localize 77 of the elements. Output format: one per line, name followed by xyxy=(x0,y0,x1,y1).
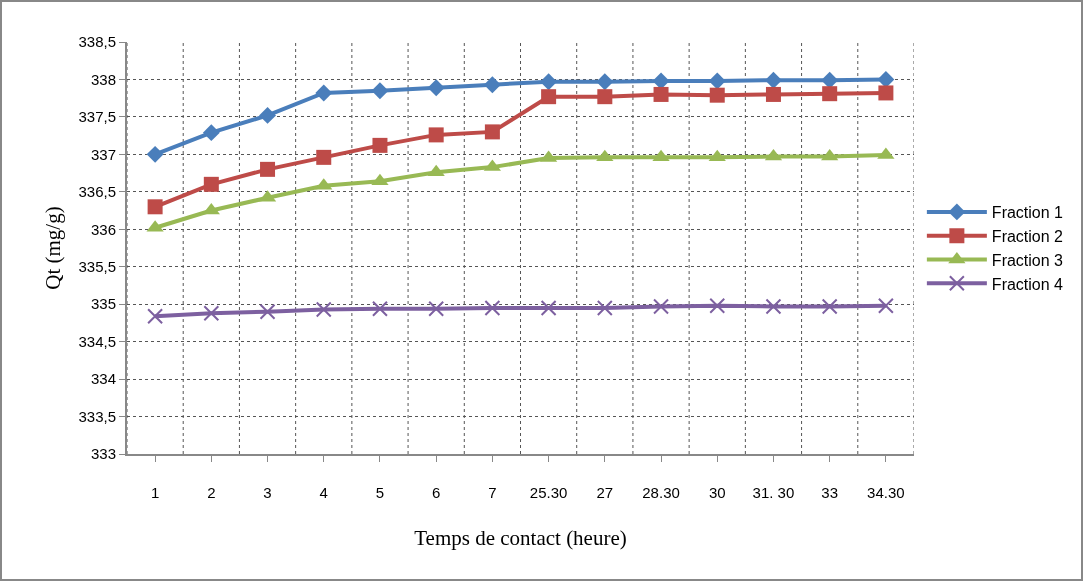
point xyxy=(596,149,614,162)
point xyxy=(540,299,557,316)
x-tick-label: 7 xyxy=(488,484,497,501)
point xyxy=(372,137,388,153)
point xyxy=(371,82,389,100)
point xyxy=(259,303,276,320)
y-tick-label: 336,5 xyxy=(78,183,116,201)
point xyxy=(427,164,445,177)
point xyxy=(596,299,613,316)
point xyxy=(484,299,501,316)
point xyxy=(147,199,163,215)
point xyxy=(596,73,614,91)
x-tick-label: 4 xyxy=(319,484,328,501)
point xyxy=(652,149,670,162)
point xyxy=(821,71,839,89)
x-tick-label: 5 xyxy=(375,484,385,501)
y-tick-label: 334,5 xyxy=(78,332,116,350)
point xyxy=(483,76,501,94)
x-tick-label: 2 xyxy=(207,484,216,501)
point xyxy=(765,86,781,102)
x-tick-label: 3 xyxy=(263,484,272,501)
x-tick-label: 25.30 xyxy=(529,484,568,501)
legend-label: Fraction 1 xyxy=(991,204,1064,222)
point xyxy=(822,86,838,102)
point xyxy=(878,85,894,101)
point xyxy=(315,301,332,318)
point xyxy=(427,79,445,97)
y-tick-label: 338 xyxy=(90,70,116,88)
point xyxy=(708,149,726,162)
point xyxy=(147,308,164,325)
point xyxy=(541,89,557,105)
legend-label: Fraction 2 xyxy=(991,227,1064,245)
point xyxy=(709,297,726,314)
point xyxy=(203,305,220,322)
y-tick-label: 335,5 xyxy=(78,257,116,275)
y-tick-label: 333 xyxy=(90,445,116,463)
legend-label: Fraction 4 xyxy=(991,275,1064,293)
point xyxy=(653,86,669,102)
point xyxy=(203,176,219,192)
point xyxy=(877,71,895,88)
point xyxy=(146,145,164,163)
point xyxy=(315,84,333,102)
y-tick-label: 336 xyxy=(90,220,116,238)
point xyxy=(877,297,894,314)
point xyxy=(709,87,725,103)
legend-label: Fraction 3 xyxy=(991,251,1064,269)
point xyxy=(260,161,276,177)
x-tick-label: 6 xyxy=(432,484,441,501)
y-tick-label: 334 xyxy=(90,370,116,388)
point xyxy=(428,127,444,143)
y-axis-title: Qt (mg/g) xyxy=(41,206,66,290)
point xyxy=(653,298,670,315)
point xyxy=(484,124,500,140)
y-tick-label: 338,5 xyxy=(78,33,116,51)
point xyxy=(371,300,388,317)
x-tick-label: 27 xyxy=(596,484,614,501)
y-tick-label: 335 xyxy=(90,295,116,313)
x-axis-title: Temps de contact (heure) xyxy=(414,525,627,550)
y-tick-label: 337 xyxy=(90,145,116,163)
y-tick-label: 333,5 xyxy=(78,407,116,425)
point xyxy=(316,149,332,165)
point xyxy=(540,73,558,91)
point xyxy=(765,298,782,315)
y-tick-label: 337,5 xyxy=(78,108,116,126)
x-tick-label: 33 xyxy=(821,484,839,501)
point xyxy=(765,71,782,89)
point xyxy=(597,89,613,105)
point xyxy=(259,106,276,124)
x-tick-label: 28.30 xyxy=(642,484,680,501)
x-tick-label: 1 xyxy=(150,484,160,501)
x-tick-label: 34.30 xyxy=(867,484,905,501)
x-tick-label: 30 xyxy=(708,484,726,501)
point xyxy=(821,298,838,315)
x-tick-label: 31. 30 xyxy=(752,484,795,501)
point xyxy=(202,124,220,142)
point xyxy=(371,173,389,186)
point xyxy=(428,300,445,317)
